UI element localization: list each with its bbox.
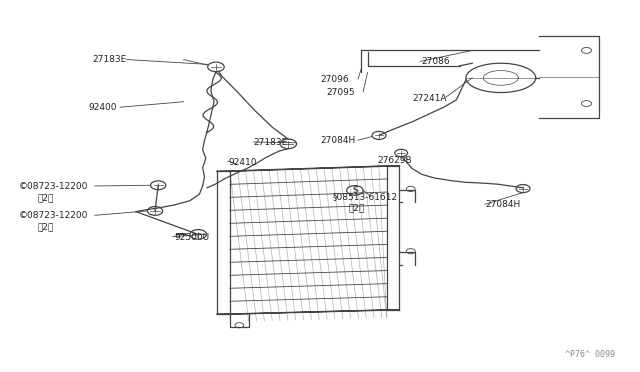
- Text: （2）: （2）: [349, 203, 365, 212]
- Text: （2）: （2）: [38, 222, 54, 231]
- Text: 27629B: 27629B: [377, 156, 412, 165]
- Text: §08513-61612: §08513-61612: [333, 192, 398, 202]
- Text: 27084H: 27084H: [320, 136, 355, 145]
- Text: 27183E: 27183E: [92, 55, 127, 64]
- Text: 27183E: 27183E: [253, 138, 287, 147]
- Text: ©08723-12200: ©08723-12200: [19, 182, 88, 190]
- Text: 27095: 27095: [326, 88, 355, 97]
- Text: 27084H: 27084H: [485, 200, 520, 209]
- Text: ©08723-12200: ©08723-12200: [19, 211, 88, 220]
- Text: 92400: 92400: [88, 103, 117, 112]
- Text: 27096: 27096: [320, 75, 349, 84]
- Text: ^P76^ 0099: ^P76^ 0099: [565, 350, 615, 359]
- Text: 27086: 27086: [422, 57, 450, 66]
- Text: 27241A: 27241A: [412, 93, 447, 103]
- Text: S: S: [352, 186, 358, 195]
- Text: 92410: 92410: [228, 158, 257, 167]
- Text: （2）: （2）: [38, 193, 54, 202]
- Text: 92500U: 92500U: [174, 233, 209, 242]
